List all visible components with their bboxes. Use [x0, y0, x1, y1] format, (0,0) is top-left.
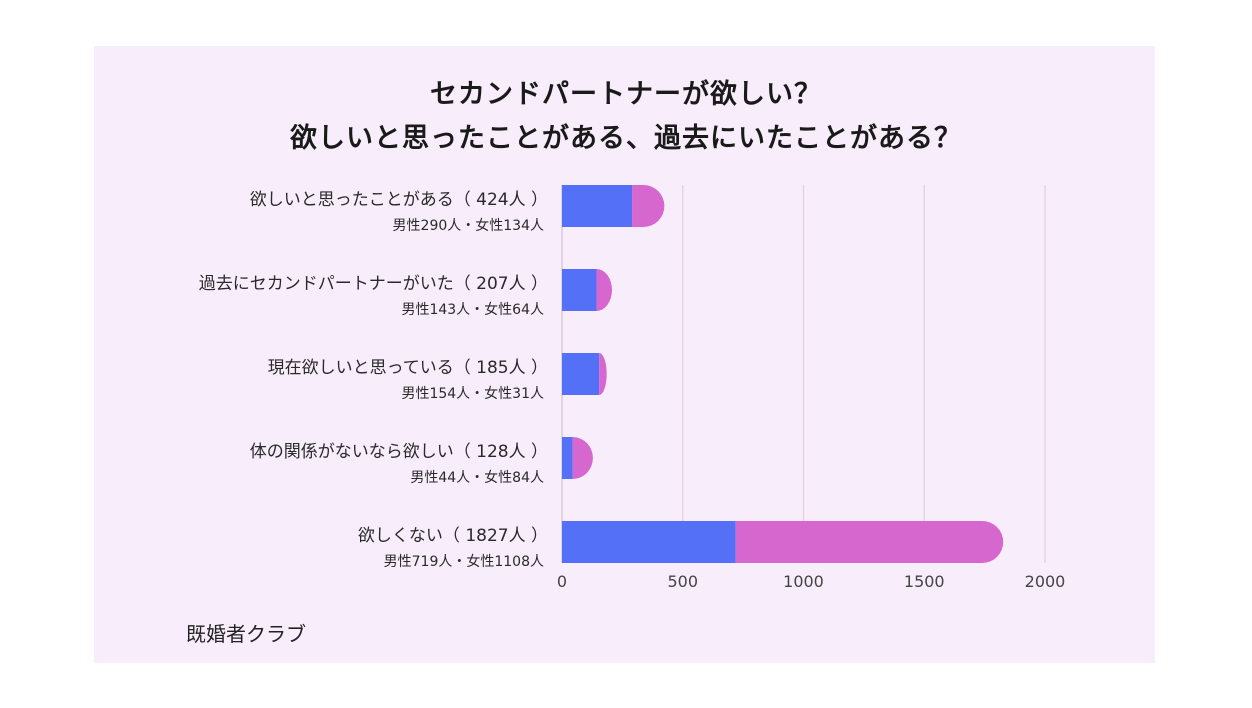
category-label: 欲しくない（ 1827人 ） — [357, 526, 548, 546]
bar-male — [562, 185, 633, 227]
x-tick-label: 2000 — [1024, 572, 1066, 591]
bar-male — [562, 353, 600, 395]
bar-female — [735, 521, 1004, 563]
category-label: 現在欲しいと思っている（ 185人 ） — [267, 358, 548, 378]
bar-female — [572, 437, 593, 479]
category-breakdown: 男性143人・女性64人 — [401, 302, 544, 318]
category-breakdown: 男性154人・女性31人 — [401, 386, 544, 402]
bar-male — [562, 437, 573, 479]
brand-logo-text: 既婚者クラブ — [186, 622, 306, 646]
x-tick-label: 500 — [667, 572, 699, 591]
category-breakdown: 男性290人・女性134人 — [392, 218, 544, 234]
chart-title-line-2: 欲しいと思ったことがある、過去にいたことがある？ — [290, 123, 962, 154]
bar-female — [596, 269, 612, 311]
bar-male — [562, 269, 597, 311]
x-tick-label: 1000 — [783, 572, 824, 591]
x-tick-label: 0 — [556, 572, 568, 591]
x-tick-label: 1500 — [903, 572, 945, 591]
category-label: 欲しいと思ったことがある（ 424人 ） — [249, 190, 548, 210]
category-label: 体の関係がないなら欲しい（ 128人 ） — [249, 442, 548, 462]
category-breakdown: 男性44人・女性84人 — [410, 470, 544, 486]
bar-female — [632, 185, 665, 227]
category-label: 過去にセカンドパートナーがいた（ 207人 ） — [198, 274, 548, 294]
bar-male — [562, 521, 736, 563]
category-breakdown: 男性719人・女性1108人 — [383, 554, 544, 570]
bar-female — [599, 353, 607, 395]
chart-title-line-1: セカンドパートナーが欲しい？ — [430, 79, 822, 110]
